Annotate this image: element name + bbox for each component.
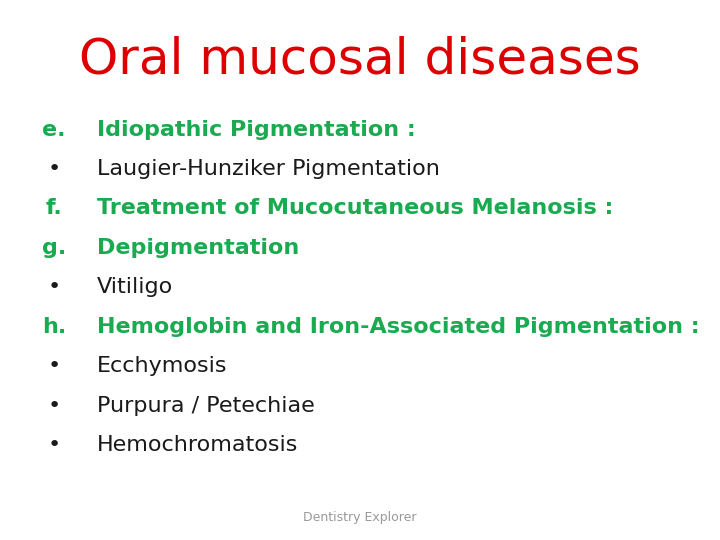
Text: Idiopathic Pigmentation :: Idiopathic Pigmentation : [97,119,416,140]
Text: •: • [48,159,60,179]
Text: Oral mucosal diseases: Oral mucosal diseases [79,35,641,83]
Text: h.: h. [42,316,66,337]
Text: Hemoglobin and Iron-Associated Pigmentation :: Hemoglobin and Iron-Associated Pigmentat… [97,316,700,337]
Text: f.: f. [45,198,63,219]
Text: Depigmentation: Depigmentation [97,238,300,258]
Text: Hemochromatosis: Hemochromatosis [97,435,299,455]
Text: •: • [48,277,60,298]
Text: g.: g. [42,238,66,258]
Text: Laugier-Hunziker Pigmentation: Laugier-Hunziker Pigmentation [97,159,440,179]
Text: •: • [48,395,60,416]
Text: Purpura / Petechiae: Purpura / Petechiae [97,395,315,416]
Text: Dentistry Explorer: Dentistry Explorer [303,511,417,524]
Text: Ecchymosis: Ecchymosis [97,356,228,376]
Text: e.: e. [42,119,66,140]
Text: •: • [48,435,60,455]
Text: Treatment of Mucocutaneous Melanosis :: Treatment of Mucocutaneous Melanosis : [97,198,613,219]
Text: •: • [48,356,60,376]
Text: Vitiligo: Vitiligo [97,277,174,298]
